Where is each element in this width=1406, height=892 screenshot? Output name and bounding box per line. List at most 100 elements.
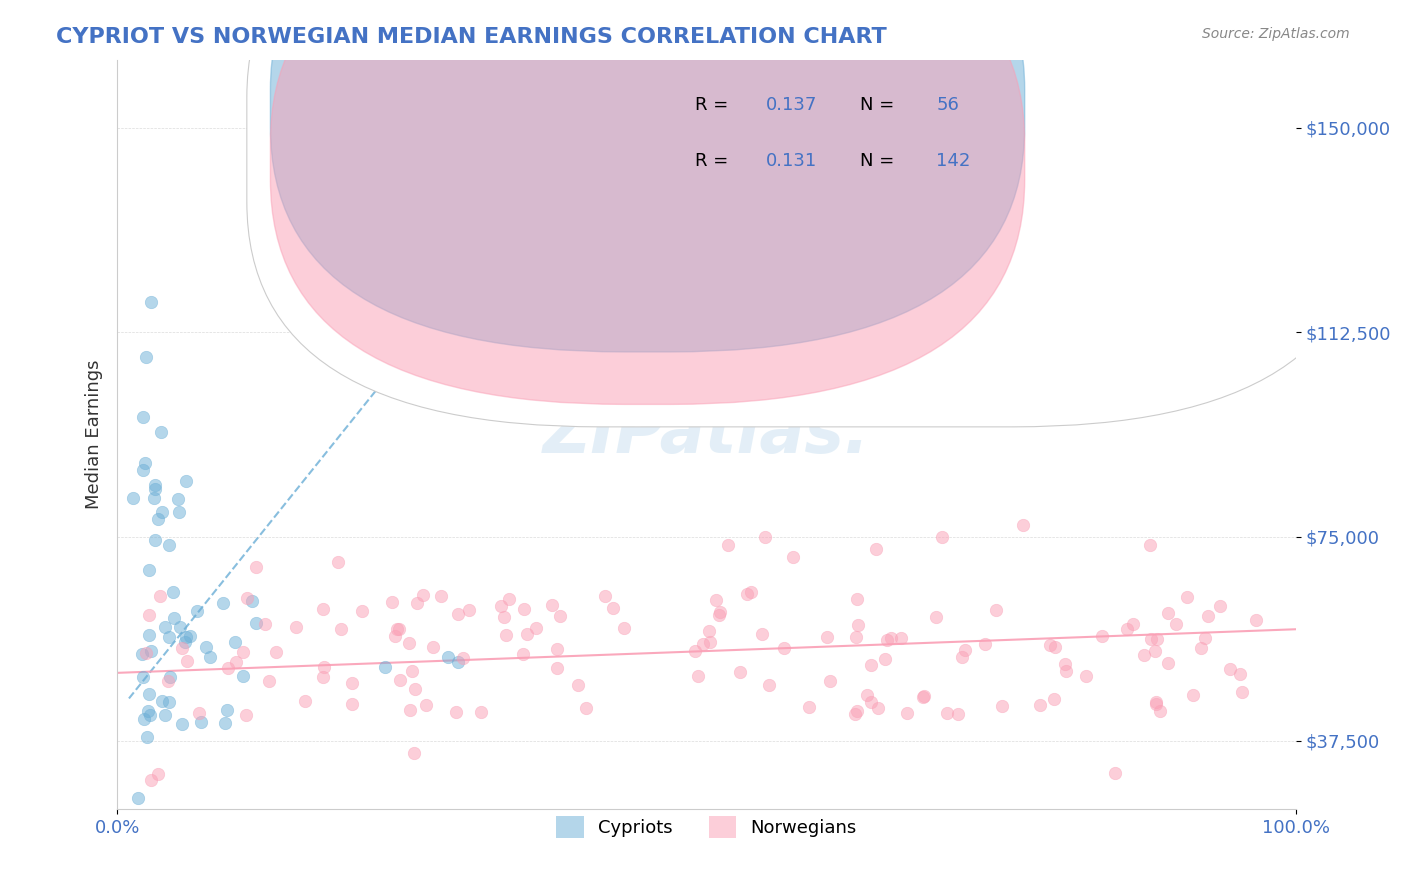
Point <box>385 622 408 636</box>
Point <box>953 643 976 657</box>
Point <box>1104 766 1126 780</box>
Point <box>143 491 166 506</box>
Point <box>330 622 353 636</box>
Point <box>1156 656 1178 670</box>
Point <box>146 511 169 525</box>
Point <box>245 559 267 574</box>
Point <box>1043 640 1066 654</box>
Point <box>232 645 254 659</box>
Point <box>139 708 162 723</box>
Point <box>157 630 180 644</box>
Point <box>443 830 465 844</box>
Point <box>340 675 363 690</box>
Point <box>388 622 411 636</box>
Point <box>132 670 155 684</box>
Point <box>1029 698 1052 712</box>
Point <box>935 706 957 720</box>
Point <box>150 425 173 439</box>
Point <box>198 650 221 665</box>
Point <box>240 594 263 608</box>
Point <box>859 658 882 673</box>
Point <box>1157 607 1180 621</box>
Point <box>1175 590 1198 604</box>
Point <box>717 538 740 552</box>
Point <box>896 706 918 721</box>
Point <box>294 693 316 707</box>
Text: Source: ZipAtlas.com: Source: ZipAtlas.com <box>1202 27 1350 41</box>
Point <box>876 632 898 647</box>
Point <box>846 592 869 607</box>
Point <box>873 652 896 666</box>
Point <box>546 661 568 675</box>
Point <box>143 482 166 496</box>
Point <box>1146 632 1168 647</box>
Point <box>457 603 479 617</box>
Point <box>136 730 159 744</box>
Point <box>699 624 721 638</box>
Point <box>984 602 1007 616</box>
Point <box>398 703 420 717</box>
Point <box>1133 648 1156 662</box>
Point <box>235 707 257 722</box>
Point <box>121 491 143 506</box>
Point <box>340 698 363 712</box>
Point <box>1197 609 1219 624</box>
Point <box>1164 617 1187 632</box>
Point <box>159 669 181 683</box>
Point <box>148 589 170 603</box>
Point <box>245 616 267 631</box>
Point <box>470 705 492 719</box>
Point <box>492 609 515 624</box>
Point <box>1230 685 1253 699</box>
Point <box>1244 613 1267 627</box>
Point <box>150 694 173 708</box>
Text: N =: N = <box>859 152 894 169</box>
Point <box>911 690 934 704</box>
Point <box>574 700 596 714</box>
Point <box>412 588 434 602</box>
Point <box>1144 697 1167 711</box>
Point <box>772 641 794 656</box>
Point <box>758 678 780 692</box>
Point <box>974 637 997 651</box>
Y-axis label: Median Earnings: Median Earnings <box>86 359 103 509</box>
Point <box>740 585 762 599</box>
Point <box>512 647 534 661</box>
Point <box>214 716 236 731</box>
Point <box>946 706 969 721</box>
Point <box>235 591 257 606</box>
Point <box>388 673 411 687</box>
FancyBboxPatch shape <box>247 0 1367 427</box>
Point <box>404 746 426 760</box>
Point <box>155 708 177 723</box>
Point <box>232 669 254 683</box>
Point <box>495 628 517 642</box>
Point <box>925 609 948 624</box>
Point <box>1074 669 1097 683</box>
Point <box>880 631 903 645</box>
Point <box>1139 632 1161 647</box>
Point <box>381 595 404 609</box>
Point <box>422 640 444 654</box>
Point <box>162 584 184 599</box>
Point <box>132 409 155 424</box>
Point <box>132 463 155 477</box>
Point <box>860 695 883 709</box>
Point <box>430 589 453 603</box>
Point <box>704 593 727 607</box>
Point <box>285 620 308 634</box>
Point <box>513 602 536 616</box>
Point <box>567 678 589 692</box>
Point <box>447 607 470 622</box>
Point <box>135 646 157 660</box>
Point <box>174 634 197 648</box>
Text: ZIPatlas.: ZIPatlas. <box>543 401 870 467</box>
Point <box>163 610 186 624</box>
Point <box>546 641 568 656</box>
Point <box>683 644 706 658</box>
Point <box>844 707 866 722</box>
Point <box>405 596 427 610</box>
Point <box>820 673 842 688</box>
Point <box>186 604 208 618</box>
Text: 0.131: 0.131 <box>765 152 817 169</box>
